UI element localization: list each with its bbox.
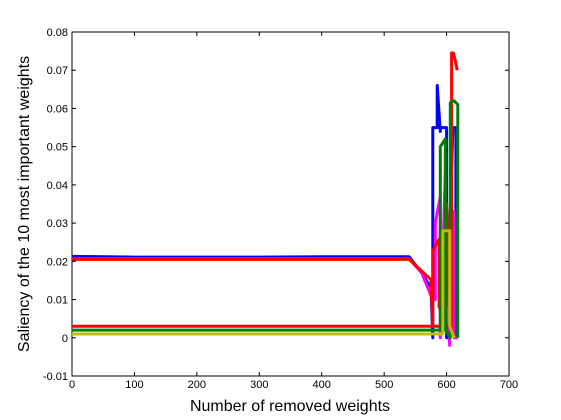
y-tick-label: 0.07 xyxy=(47,65,68,77)
x-tick-label: 600 xyxy=(437,379,455,391)
x-tick-label: 0 xyxy=(69,379,75,391)
y-tick-label: 0.06 xyxy=(47,103,68,115)
y-tick-label: 0 xyxy=(62,333,68,345)
x-axis-label: Number of removed weights xyxy=(190,398,390,415)
x-tick-label: 200 xyxy=(188,379,206,391)
series-line-6 xyxy=(72,229,456,339)
x-tick-label: 400 xyxy=(313,379,331,391)
series-layer xyxy=(71,51,460,347)
x-tick-label: 100 xyxy=(125,379,143,391)
series-line-3 xyxy=(72,51,459,336)
tick-layer: 0 100 200 300 400 500 600 700-0.0100.010.020.03… xyxy=(43,27,518,391)
y-tick-label: 0.03 xyxy=(47,218,68,230)
x-tick-label: 300 xyxy=(250,379,268,391)
y-tick-label: 0.05 xyxy=(47,142,68,154)
x-tick-label: 500 xyxy=(375,379,393,391)
x-tick-label: 700 xyxy=(500,379,518,391)
y-axis-label: Saliency of the 10 most important weight… xyxy=(16,56,33,352)
y-tick-label: 0.01 xyxy=(47,295,68,307)
y-tick-label: 0.08 xyxy=(47,27,68,39)
series-line-5 xyxy=(72,99,460,340)
y-tick-label: 0.04 xyxy=(47,180,68,192)
y-tick-label: -0.01 xyxy=(43,371,68,383)
y-tick-label: 0.02 xyxy=(47,256,68,268)
